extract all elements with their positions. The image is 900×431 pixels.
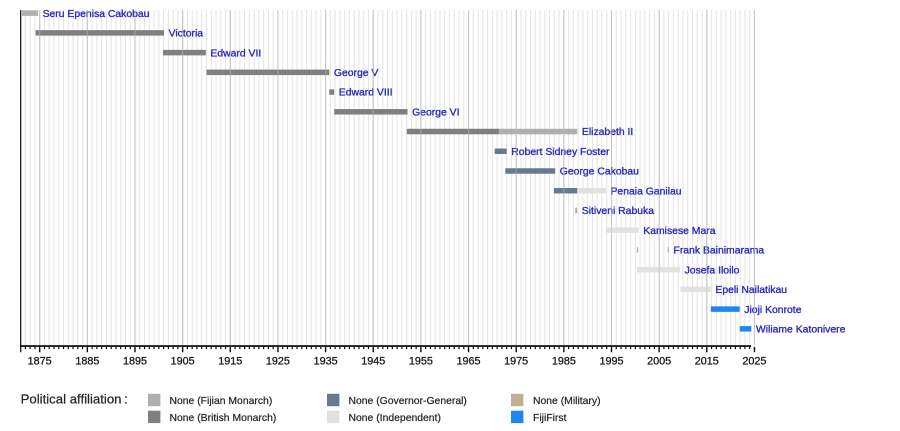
svg-text:George Cakobau: George Cakobau bbox=[560, 167, 639, 178]
svg-text:Victoria: Victoria bbox=[169, 29, 204, 40]
svg-text:FijiFirst: FijiFirst bbox=[533, 413, 567, 424]
svg-text:None (Military): None (Military) bbox=[533, 396, 601, 407]
svg-text:1965: 1965 bbox=[457, 356, 481, 368]
svg-text:Edward VII: Edward VII bbox=[210, 48, 261, 59]
svg-text:2015: 2015 bbox=[695, 356, 719, 368]
svg-text:1905: 1905 bbox=[171, 356, 195, 368]
svg-text:Wiliame Katonivere: Wiliame Katonivere bbox=[756, 324, 846, 335]
svg-text:2025: 2025 bbox=[742, 356, 766, 368]
svg-text:Robert Sidney Foster: Robert Sidney Foster bbox=[511, 147, 610, 158]
svg-text:Jioji Konrote: Jioji Konrote bbox=[744, 305, 801, 316]
svg-text:1925: 1925 bbox=[266, 356, 290, 368]
svg-text:Edward VIII: Edward VIII bbox=[339, 88, 393, 99]
svg-text:Political affiliation :: Political affiliation : bbox=[21, 392, 128, 407]
svg-text:1975: 1975 bbox=[504, 356, 528, 368]
svg-text:1955: 1955 bbox=[409, 356, 433, 368]
svg-text:Kamisese Mara: Kamisese Mara bbox=[643, 226, 715, 237]
svg-text:Seru Epenisa Cakobau: Seru Epenisa Cakobau bbox=[43, 9, 150, 20]
svg-text:1935: 1935 bbox=[314, 356, 338, 368]
svg-text:None (Independent): None (Independent) bbox=[349, 413, 441, 424]
svg-text:Elizabeth II: Elizabeth II bbox=[582, 127, 633, 138]
svg-text:Frank Bainimarama: Frank Bainimarama bbox=[674, 246, 765, 257]
svg-text:None (Fijian Monarch): None (Fijian Monarch) bbox=[170, 396, 273, 407]
svg-text:1885: 1885 bbox=[75, 356, 99, 368]
svg-text:1995: 1995 bbox=[599, 356, 623, 368]
svg-text:Epeli Nailatikau: Epeli Nailatikau bbox=[715, 285, 787, 296]
svg-text:George V: George V bbox=[334, 68, 379, 79]
svg-text:2005: 2005 bbox=[647, 356, 671, 368]
svg-text:1945: 1945 bbox=[361, 356, 385, 368]
svg-text:1875: 1875 bbox=[28, 356, 52, 368]
svg-text:Penaia Ganilau: Penaia Ganilau bbox=[611, 186, 682, 197]
svg-text:1915: 1915 bbox=[218, 356, 242, 368]
svg-text:Josefa Iloilo: Josefa Iloilo bbox=[685, 265, 740, 276]
svg-text:George VI: George VI bbox=[412, 107, 459, 118]
svg-text:None (British Monarch): None (British Monarch) bbox=[170, 413, 277, 424]
svg-text:None (Governor-General): None (Governor-General) bbox=[349, 396, 467, 407]
svg-text:1895: 1895 bbox=[123, 356, 147, 368]
svg-text:1985: 1985 bbox=[552, 356, 576, 368]
svg-text:Sitiveni Rabuka: Sitiveni Rabuka bbox=[582, 206, 654, 217]
